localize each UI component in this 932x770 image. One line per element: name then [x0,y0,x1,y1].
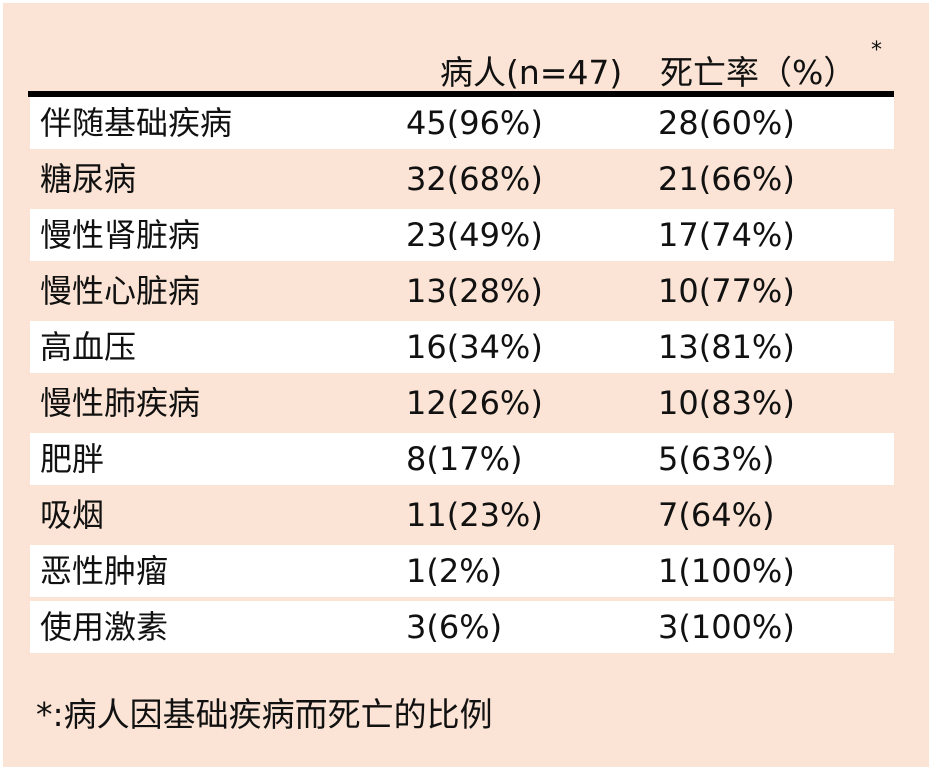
mortality-footnote-marker: * [871,38,882,63]
mortality-cell: 21(66%) [658,160,795,198]
column-header-mortality: 死亡率（%） [660,53,857,92]
table-row: 恶性肿瘤 1(2%) 1(100%) [30,545,894,597]
patients-cell: 12(26%) [406,384,543,422]
patients-cell: 8(17%) [406,440,523,478]
table-row: 慢性肺疾病 12(26%) 10(83%) [30,377,894,429]
table-row: 糖尿病 32(68%) 21(66%) [30,153,894,205]
mortality-cell: 5(63%) [658,440,775,478]
condition-cell: 慢性肺疾病 [40,384,201,422]
patients-cell: 1(2%) [406,552,503,590]
table-row: 慢性心脏病 13(28%) 10(77%) [30,265,894,317]
mortality-cell: 28(60%) [658,104,795,142]
header-divider [28,91,894,97]
condition-cell: 恶性肿瘤 [40,552,169,590]
patients-cell: 45(96%) [406,104,543,142]
table-header: 病人(n=47) 死亡率（%） * [28,38,894,92]
condition-cell: 伴随基础疾病 [40,104,233,142]
condition-cell: 糖尿病 [40,160,137,198]
column-header-patients: 病人(n=47) [440,53,623,92]
condition-cell: 高血压 [40,328,137,366]
mortality-cell: 3(100%) [658,608,795,646]
mortality-cell: 1(100%) [658,552,795,590]
data-table: 伴随基础疾病 45(96%) 28(60%) 糖尿病 32(68%) 21(66… [30,97,894,657]
patients-cell: 11(23%) [406,496,543,534]
condition-cell: 使用激素 [40,608,169,646]
mortality-cell: 10(83%) [658,384,795,422]
patients-cell: 3(6%) [406,608,503,646]
mortality-cell: 13(81%) [658,328,795,366]
table-row: 使用激素 3(6%) 3(100%) [30,601,894,653]
table-row: 伴随基础疾病 45(96%) 28(60%) [30,97,894,149]
table-row: 吸烟 11(23%) 7(64%) [30,489,894,541]
mortality-cell: 10(77%) [658,272,795,310]
table-row: 慢性肾脏病 23(49%) 17(74%) [30,209,894,261]
condition-cell: 慢性心脏病 [40,272,201,310]
condition-cell: 慢性肾脏病 [40,216,201,254]
table-row: 高血压 16(34%) 13(81%) [30,321,894,373]
patients-cell: 16(34%) [406,328,543,366]
patients-cell: 23(49%) [406,216,543,254]
condition-cell: 肥胖 [40,440,105,478]
mortality-cell: 17(74%) [658,216,795,254]
table-row: 肥胖 8(17%) 5(63%) [30,433,894,485]
footnote: *:病人因基础疾病而死亡的比例 [36,695,493,734]
patients-cell: 32(68%) [406,160,543,198]
patients-cell: 13(28%) [406,272,543,310]
mortality-cell: 7(64%) [658,496,775,534]
condition-cell: 吸烟 [40,496,105,534]
